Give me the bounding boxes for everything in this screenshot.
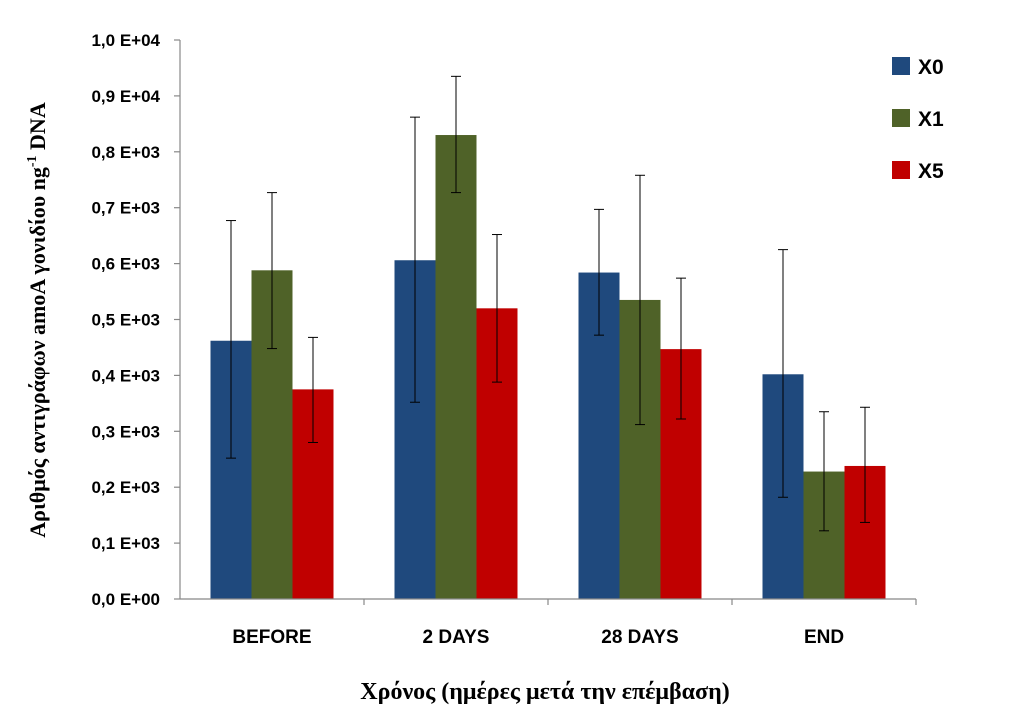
legend-swatch-x1 xyxy=(892,109,910,127)
y-tick-label: 0,5 E+03 xyxy=(91,311,160,330)
y-tick-label: 1,0 E+04 xyxy=(91,31,160,50)
y-axis-title: Αριθμός αντιγράφων amoA γονιδίου ng-1 DN… xyxy=(25,102,50,538)
y-tick-label: 0,8 E+03 xyxy=(91,143,160,162)
y-tick-label: 0,0 E+00 xyxy=(91,590,160,609)
y-tick-label: 0,4 E+03 xyxy=(91,366,160,385)
bar-x1-1 xyxy=(435,135,477,599)
x-category-label: END xyxy=(804,627,844,648)
y-axis-title-end: DNA xyxy=(25,102,50,155)
y-tick-label: 0,1 E+03 xyxy=(91,534,160,553)
legend-label-x5: X5 xyxy=(918,160,944,183)
x-category-label: 2 DAYS xyxy=(423,627,490,648)
legend-swatch-x5 xyxy=(892,161,910,179)
x-axis-title: Χρόνος (ημέρες μετά την επέμβαση) xyxy=(360,679,729,705)
y-axis-title-sup: -1 xyxy=(25,155,40,167)
y-tick-label: 0,3 E+03 xyxy=(91,422,160,441)
x-category-label: 28 DAYS xyxy=(601,627,678,648)
bars xyxy=(210,135,886,599)
legend-label-x0: X0 xyxy=(918,56,944,79)
y-tick-label: 0,9 E+04 xyxy=(91,87,160,106)
legend-swatch-x0 xyxy=(892,57,910,75)
y-axis-ticks: 0,0 E+00 0,1 E+03 0,2 E+03 0,3 E+03 0,4 E+03… xyxy=(91,31,180,609)
legend: X0 X1 X5 xyxy=(892,56,944,183)
x-axis-categories: BEFORE 2 DAYS 28 DAYS END xyxy=(232,599,917,648)
y-tick-label: 0,2 E+03 xyxy=(91,478,160,497)
legend-label-x1: X1 xyxy=(918,108,944,131)
y-axis-title-main: Αριθμός αντιγράφων amoA γονιδίου ng xyxy=(25,167,50,538)
x-category-label: BEFORE xyxy=(232,627,311,648)
y-tick-label: 0,7 E+03 xyxy=(91,199,160,218)
y-tick-label: 0,6 E+03 xyxy=(91,255,160,274)
error-bars xyxy=(226,75,870,532)
